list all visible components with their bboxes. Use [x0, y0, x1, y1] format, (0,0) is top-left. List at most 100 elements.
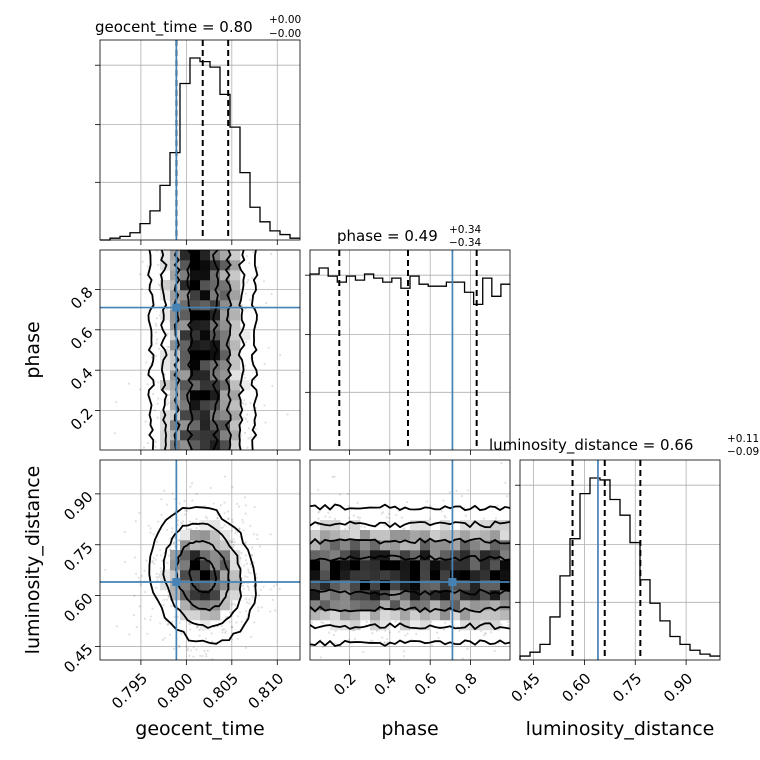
density-cell	[320, 570, 331, 581]
density-cell	[200, 260, 211, 271]
sample-point	[262, 280, 265, 283]
sample-point	[403, 655, 406, 658]
sample-point	[328, 516, 331, 519]
sample-point	[192, 646, 195, 649]
title-luminosity-distance-plus: +0.11	[727, 433, 759, 445]
sample-point	[402, 650, 405, 653]
title-geocent-time-plus: +0.00	[269, 14, 301, 26]
sample-point	[246, 413, 249, 416]
sample-point	[460, 494, 464, 498]
sample-point	[159, 548, 162, 552]
sample-point	[240, 551, 243, 555]
contour-line	[310, 554, 510, 562]
sample-point	[149, 618, 152, 622]
sample-point	[248, 298, 252, 301]
xtick-label-geocent_time-2: 0.805	[199, 670, 242, 713]
density-cell	[220, 360, 231, 371]
sample-point	[466, 647, 469, 650]
sample-point	[156, 402, 159, 405]
contour-line	[224, 250, 233, 450]
sample-point	[152, 533, 155, 536]
sample-point	[183, 513, 187, 516]
density-cell	[480, 560, 491, 571]
sample-point	[201, 654, 204, 658]
density-cell	[430, 560, 441, 571]
sample-point	[230, 625, 234, 628]
density-cell	[320, 560, 331, 571]
density-cell	[480, 520, 491, 531]
sample-point	[356, 501, 359, 505]
sample-point	[344, 527, 347, 531]
sample-point	[458, 629, 461, 632]
sample-point	[253, 378, 256, 382]
density-cell	[330, 520, 341, 531]
density-cell	[460, 520, 471, 531]
density-cell	[190, 270, 201, 281]
density-cell	[490, 540, 501, 551]
density-cell	[210, 380, 221, 391]
density-cell	[200, 270, 211, 281]
density-cell	[190, 430, 201, 441]
density-cell	[180, 280, 191, 291]
sample-point	[157, 283, 160, 286]
sample-point	[387, 512, 390, 516]
sample-point	[243, 399, 246, 402]
density-cell	[430, 610, 441, 621]
sample-point	[328, 631, 331, 634]
density-cell	[160, 360, 171, 371]
sample-point	[198, 634, 201, 637]
histogram-geocent_time	[100, 57, 300, 241]
sample-point	[166, 561, 169, 565]
density-cell	[360, 550, 371, 561]
density-cell	[230, 420, 241, 431]
sample-point	[156, 416, 159, 419]
xtick-label-phase-2: 0.6	[411, 670, 441, 700]
sample-point	[150, 356, 153, 359]
sample-point	[442, 628, 446, 631]
sample-point	[275, 583, 278, 586]
sample-point	[160, 513, 163, 516]
density-cell	[410, 570, 421, 581]
density-cell	[180, 570, 191, 581]
density-cell	[180, 390, 191, 401]
sample-point	[339, 645, 342, 648]
density-cell	[480, 590, 491, 601]
sample-point	[162, 598, 165, 602]
sample-point	[215, 663, 217, 665]
density-cell	[410, 600, 421, 611]
sample-point	[494, 517, 498, 520]
density-cell	[230, 250, 241, 261]
sample-point	[206, 649, 209, 652]
sample-point	[189, 520, 192, 523]
sample-point	[191, 499, 194, 502]
sample-point	[160, 554, 163, 557]
density-cell	[410, 620, 421, 631]
density-cell	[230, 390, 241, 401]
sample-point	[406, 632, 409, 635]
sample-point	[245, 601, 249, 604]
density-cell	[430, 590, 441, 601]
sample-point	[172, 541, 175, 544]
sample-point	[245, 562, 249, 565]
density-cell	[450, 550, 461, 561]
sample-point	[133, 556, 137, 559]
density-cell	[430, 550, 441, 561]
density-cell	[310, 560, 321, 571]
contour-line	[310, 520, 510, 529]
sample-point	[506, 495, 509, 498]
sample-point	[235, 621, 238, 624]
sample-point	[334, 629, 337, 632]
density-cell	[210, 590, 221, 601]
sample-point	[256, 266, 259, 269]
sample-point	[128, 633, 131, 636]
density-cell	[160, 580, 171, 591]
sample-point	[238, 527, 241, 530]
density-cell	[420, 530, 431, 541]
density-cell	[170, 310, 181, 321]
density-cell	[480, 600, 491, 611]
density-cell	[460, 580, 471, 591]
density-cell	[360, 530, 371, 541]
sample-point	[253, 561, 256, 564]
sample-point	[247, 278, 250, 281]
sample-point	[113, 432, 116, 435]
